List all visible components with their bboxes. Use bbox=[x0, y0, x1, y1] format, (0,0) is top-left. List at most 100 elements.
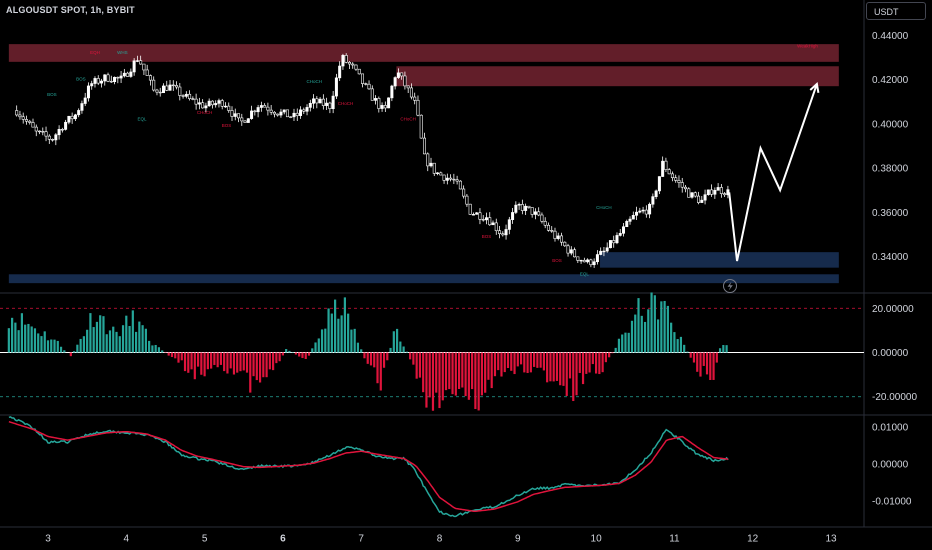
histogram-bar bbox=[591, 352, 594, 365]
candle-body bbox=[657, 176, 661, 192]
histogram-bar bbox=[506, 352, 510, 369]
histogram-bar bbox=[686, 351, 689, 353]
histogram-bar bbox=[516, 352, 519, 367]
candle-body bbox=[537, 211, 541, 216]
candle-body bbox=[390, 85, 394, 99]
candle-body bbox=[344, 55, 348, 63]
histogram-bar bbox=[428, 352, 431, 398]
candle-body bbox=[599, 250, 603, 255]
histogram-bar bbox=[709, 352, 712, 380]
candle-body bbox=[595, 254, 599, 263]
histogram-bar bbox=[89, 313, 92, 353]
histogram-bar bbox=[281, 352, 284, 356]
candle-body bbox=[661, 160, 665, 177]
histogram-bar bbox=[236, 352, 239, 373]
histogram-bar bbox=[725, 345, 728, 353]
candle-body bbox=[507, 219, 511, 230]
candle-body bbox=[436, 172, 440, 174]
candle-body bbox=[706, 189, 710, 195]
candle-body bbox=[292, 112, 296, 118]
histogram-bar bbox=[317, 338, 320, 353]
time-tick-label: 5 bbox=[202, 534, 208, 545]
demand-zone bbox=[600, 252, 839, 268]
histogram-bar bbox=[549, 352, 552, 382]
histogram-bar bbox=[177, 352, 180, 363]
histogram-bar bbox=[262, 352, 265, 378]
histogram-bar bbox=[705, 352, 709, 375]
histogram-bar bbox=[216, 352, 219, 368]
candle-body bbox=[455, 179, 459, 182]
candle-body bbox=[188, 93, 192, 99]
histogram-bar bbox=[33, 328, 37, 353]
price-tick-label: 0.40000 bbox=[872, 119, 909, 130]
candle-body bbox=[80, 103, 84, 111]
supply-zone bbox=[396, 66, 839, 87]
candle-body bbox=[618, 233, 622, 236]
histogram-tick-label: 20.00000 bbox=[872, 304, 914, 315]
price-tick-label: 0.42000 bbox=[872, 75, 909, 86]
candle-body bbox=[540, 214, 544, 222]
histogram-bar bbox=[343, 297, 346, 353]
histogram-bar bbox=[291, 351, 294, 353]
histogram-bar bbox=[164, 352, 167, 354]
histogram-bar bbox=[448, 352, 451, 390]
histogram-bar bbox=[187, 352, 190, 373]
histogram-bar bbox=[27, 323, 30, 353]
candle-body bbox=[197, 102, 201, 105]
candle-body bbox=[546, 224, 550, 231]
candle-body bbox=[458, 180, 462, 190]
candle-body bbox=[387, 97, 391, 109]
candle-body bbox=[47, 135, 51, 140]
candle-body bbox=[638, 210, 642, 213]
candle-body bbox=[560, 235, 564, 243]
candle-body bbox=[175, 85, 179, 88]
histogram-bar bbox=[151, 345, 154, 353]
histogram-bar bbox=[578, 352, 581, 373]
histogram-bar bbox=[431, 352, 435, 411]
histogram-bar bbox=[477, 352, 480, 411]
candle-body bbox=[641, 209, 645, 212]
histogram-bar bbox=[523, 352, 526, 373]
candle-body bbox=[573, 249, 577, 258]
candle-body bbox=[73, 114, 77, 120]
candle-body bbox=[628, 218, 632, 222]
histogram-bar bbox=[50, 339, 53, 353]
histogram-bar bbox=[399, 341, 402, 353]
candle-body bbox=[15, 110, 19, 116]
candle-body bbox=[475, 212, 479, 215]
histogram-bar bbox=[337, 318, 340, 353]
currency-selector[interactable]: USDT bbox=[866, 2, 926, 20]
signal-line bbox=[8, 420, 729, 513]
histogram-bar bbox=[288, 350, 291, 353]
histogram-bar bbox=[203, 352, 206, 377]
candle-body bbox=[302, 109, 306, 112]
candle-body bbox=[165, 85, 169, 91]
histogram-bar bbox=[226, 352, 229, 374]
candle-body bbox=[256, 107, 260, 113]
histogram-bar bbox=[630, 320, 634, 353]
time-tick-label: 10 bbox=[591, 534, 603, 545]
candle-body bbox=[413, 96, 417, 101]
candle-body bbox=[21, 116, 25, 120]
histogram-bar bbox=[112, 326, 115, 353]
time-tick-label: 9 bbox=[515, 534, 521, 545]
histogram-bar bbox=[102, 316, 105, 353]
lightning-icon[interactable] bbox=[723, 279, 737, 293]
structure-label: CHoCH bbox=[197, 110, 213, 115]
histogram-bar bbox=[595, 352, 598, 374]
histogram-bar bbox=[252, 352, 255, 377]
histogram-bar bbox=[11, 317, 14, 353]
candle-body bbox=[31, 122, 35, 128]
histogram-bar bbox=[268, 352, 271, 370]
candle-body bbox=[126, 72, 130, 77]
structure-label: BOS bbox=[47, 92, 57, 97]
candle-body bbox=[416, 99, 420, 116]
histogram-bar bbox=[76, 344, 79, 353]
histogram-bar bbox=[79, 338, 82, 353]
histogram-bar bbox=[43, 331, 46, 353]
candle-body bbox=[527, 205, 531, 208]
candle-body bbox=[77, 110, 81, 116]
candle-body bbox=[605, 247, 609, 252]
histogram-bar bbox=[193, 352, 196, 380]
